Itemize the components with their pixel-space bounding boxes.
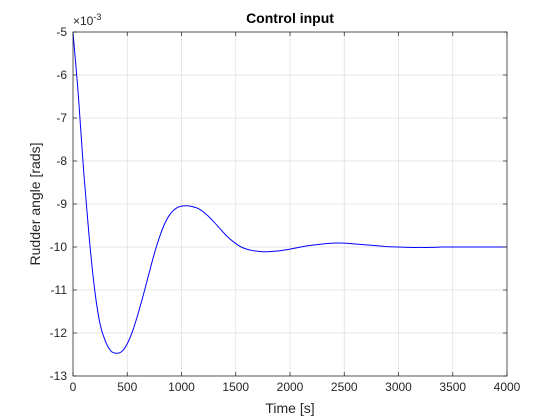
x-axis-label: Time [s]: [265, 400, 314, 416]
ticks: [72, 31, 508, 377]
y-tick-label: -10: [50, 240, 68, 254]
y-tick-label: -9: [56, 197, 67, 211]
y-tick-label: -7: [56, 111, 67, 125]
y-axis-label: Rudder angle [rads]: [27, 143, 43, 266]
y-tick-label: -12: [50, 326, 68, 340]
x-tick-label: 0: [70, 380, 77, 394]
y-exponent-label: ×10-3: [73, 12, 101, 28]
y-exponent-power: -3: [93, 12, 101, 22]
x-tick-label: 2000: [277, 380, 304, 394]
chart-title: Control input: [246, 10, 334, 26]
x-tick-label: 500: [117, 380, 137, 394]
y-tick-label: -6: [56, 68, 67, 82]
x-tick-label: 1000: [168, 380, 195, 394]
y-tick-label: -8: [56, 154, 67, 168]
y-tick-label: -13: [50, 369, 68, 383]
tick-labels: 0 500 1000 1500 2000 2500 3000 3500 4000 -5 -6 -7 -8…: [50, 25, 521, 394]
x-tick-label: 3000: [385, 380, 412, 394]
series-line: [72, 31, 507, 354]
x-tick-label: 3500: [439, 380, 466, 394]
x-tick-label: 2500: [331, 380, 358, 394]
x-tick-label: 1500: [222, 380, 249, 394]
y-tick-label: -11: [51, 283, 68, 297]
x-tick-label: 4000: [494, 380, 521, 394]
y-exponent-base: ×10: [73, 14, 94, 28]
y-tick-label: -5: [56, 25, 67, 39]
